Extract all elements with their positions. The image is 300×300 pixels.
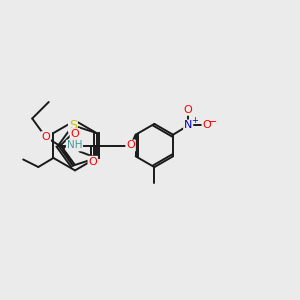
- Text: O: O: [41, 132, 50, 142]
- Text: O: O: [202, 121, 211, 130]
- Text: S: S: [69, 119, 77, 132]
- Text: +: +: [191, 116, 198, 124]
- Text: NH: NH: [67, 140, 82, 151]
- Text: O: O: [70, 129, 79, 139]
- Text: O: O: [126, 140, 135, 151]
- Text: −: −: [208, 117, 217, 127]
- Text: O: O: [88, 157, 97, 167]
- Text: O: O: [184, 105, 193, 115]
- Text: N: N: [184, 121, 192, 130]
